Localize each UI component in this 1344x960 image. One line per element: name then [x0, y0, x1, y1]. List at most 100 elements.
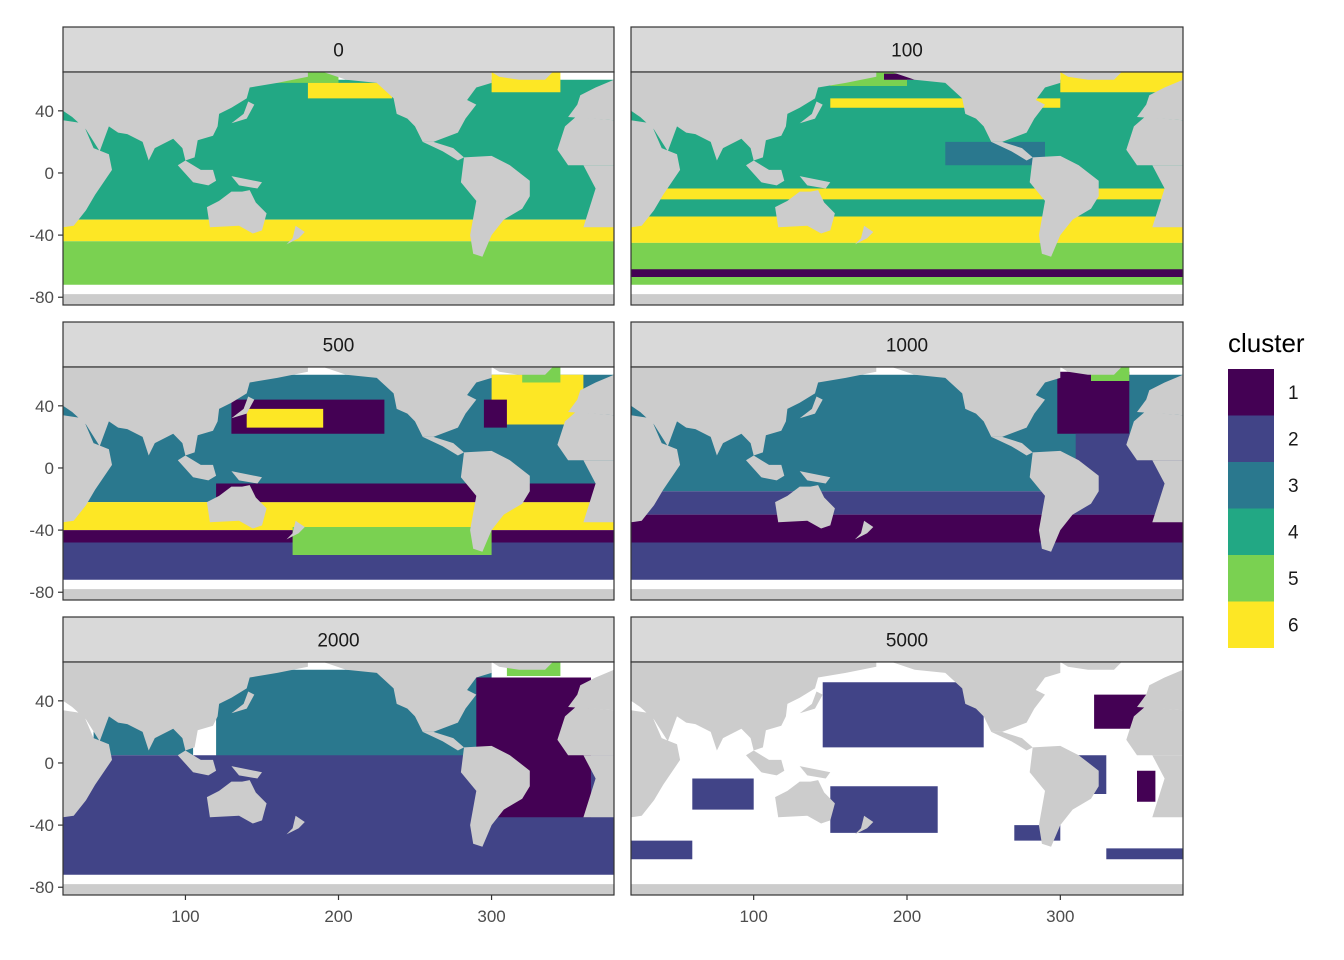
legend-label-3: 3	[1288, 476, 1299, 497]
land-mass	[323, 72, 492, 142]
land-mass	[631, 294, 1183, 305]
land-mass	[799, 691, 823, 714]
land-mass	[422, 141, 464, 161]
facet-panel: 1000	[630, 321, 1184, 601]
map-area	[63, 72, 614, 305]
land-mass	[557, 412, 614, 461]
legend-key-1	[1228, 369, 1274, 416]
legend-key-2	[1228, 415, 1274, 462]
cluster-5-region	[631, 242, 1183, 285]
map-area	[631, 72, 1183, 305]
land-mass	[231, 766, 262, 779]
x-tick-label: 100	[171, 907, 199, 926]
cluster-1-region	[216, 483, 614, 503]
land-mass	[491, 662, 553, 670]
facet-panel: 500 40 0 -40 -80	[29, 321, 615, 602]
cluster-6-region	[63, 502, 614, 531]
land-mass	[1126, 117, 1183, 166]
x-tick-label: 200	[324, 907, 352, 926]
land-mass	[557, 117, 614, 166]
cluster-2-region	[1106, 848, 1183, 860]
legend-key-5	[1228, 555, 1274, 602]
land-mass	[568, 79, 614, 121]
facet-strip	[630, 26, 1184, 73]
y-tick-label: 40	[35, 397, 54, 416]
land-mass	[206, 780, 267, 824]
facet-panels: 0 40 0 -40 -80 100 500 40 0 -40 -80 1000 2000 40 0 -40 -…	[29, 26, 1184, 897]
cluster-5-region	[63, 241, 614, 285]
land-mass	[231, 176, 262, 189]
cluster-6-region	[246, 408, 324, 428]
land-mass	[460, 450, 530, 552]
facet-strip	[62, 616, 615, 663]
land-mass	[631, 72, 877, 161]
land-mass	[583, 755, 614, 818]
legend-key-3	[1228, 462, 1274, 509]
facet-panel: 2000 40 0 -40 -80	[29, 616, 615, 897]
land-mass	[323, 367, 492, 437]
land-mass	[286, 815, 305, 835]
land-mass	[231, 471, 262, 484]
facet-strip-label: 0	[333, 41, 344, 62]
land-mass	[568, 669, 614, 711]
land-mass	[63, 367, 308, 456]
land-mass	[631, 662, 877, 751]
land-mass	[422, 436, 464, 456]
legend-label-6: 6	[1288, 616, 1299, 637]
x-tick-label: 300	[1046, 907, 1074, 926]
cluster-2-region	[822, 682, 984, 748]
land-mass	[206, 190, 267, 234]
facet-strip-label: 2000	[317, 631, 359, 652]
land-mass	[775, 190, 835, 234]
y-tick-label: -40	[29, 226, 54, 245]
facet-strip	[630, 321, 1184, 368]
land-mass	[799, 176, 831, 189]
cluster-legend: cluster 1 2 3 4 5 6	[1228, 328, 1305, 648]
land-mass	[991, 141, 1033, 161]
cluster-6-region	[491, 374, 584, 425]
legend-label-1: 1	[1288, 383, 1299, 404]
facet-panel: 100	[630, 26, 1184, 306]
map-area	[631, 367, 1183, 600]
land-mass	[583, 165, 614, 228]
land-mass	[631, 884, 1183, 895]
land-mass	[557, 707, 614, 756]
land-mass	[491, 72, 553, 80]
land-mass	[746, 455, 785, 481]
land-mass	[799, 471, 831, 484]
land-mass	[583, 460, 614, 523]
land-mass	[799, 396, 823, 419]
facet-strip	[62, 321, 615, 368]
land-mass	[799, 101, 823, 124]
land-mass	[177, 160, 217, 186]
x-axis-left-column: 100 200 300	[171, 895, 506, 926]
y-tick-label: 40	[35, 692, 54, 711]
land-mass	[891, 72, 1061, 142]
panel-border	[62, 71, 615, 306]
land-mass	[231, 396, 255, 419]
land-mass	[631, 415, 681, 523]
land-mass	[1137, 79, 1183, 121]
land-mass	[460, 155, 530, 257]
map-area	[631, 662, 1183, 895]
land-mass	[231, 101, 255, 124]
land-mass	[1029, 155, 1099, 257]
land-mass	[1137, 374, 1183, 416]
y-tick-label: -40	[29, 816, 54, 835]
facet-strip-label: 5000	[886, 631, 928, 652]
land-mass	[206, 485, 267, 529]
land-mass	[991, 436, 1033, 456]
land-mass	[991, 731, 1033, 751]
land-mass	[1029, 745, 1099, 847]
land-mass	[568, 374, 614, 416]
land-mass	[63, 415, 112, 523]
land-mass	[746, 750, 785, 776]
facet-strip-label: 100	[891, 41, 923, 62]
y-tick-label: -80	[29, 878, 54, 897]
facet-strip	[62, 26, 615, 73]
x-tick-label: 100	[739, 907, 767, 926]
y-tick-label: -80	[29, 583, 54, 602]
land-mass	[746, 160, 785, 186]
land-mass	[323, 662, 492, 732]
cluster-6-region	[631, 188, 1183, 200]
